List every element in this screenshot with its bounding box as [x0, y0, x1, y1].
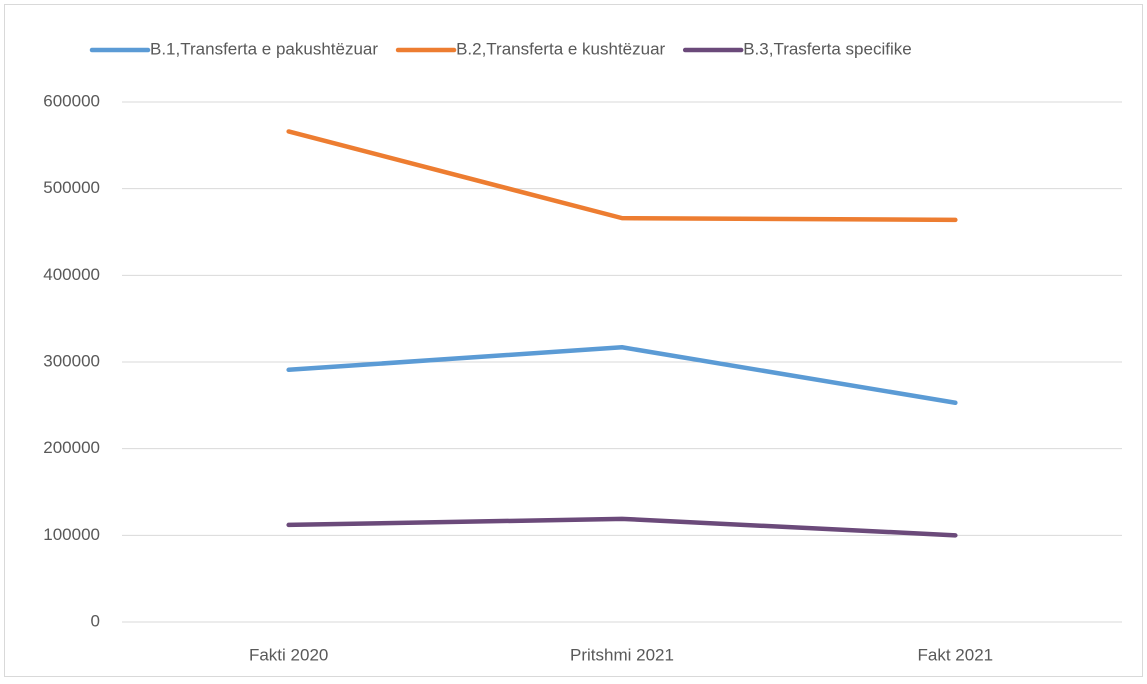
series-line [286, 345, 958, 405]
chart-border [4, 4, 1143, 677]
y-tick-label: 300000 [43, 351, 100, 370]
x-tick-label: Pritshmi 2021 [570, 645, 674, 664]
x-tick-label: Fakt 2021 [918, 645, 994, 664]
series-line [286, 129, 958, 223]
y-tick-label: 200000 [43, 438, 100, 457]
legend-label: B.3,Trasferta specifike [743, 39, 912, 58]
y-tick-label: 400000 [43, 265, 100, 284]
y-tick-label: 0 [91, 611, 100, 630]
y-tick-label: 500000 [43, 178, 100, 197]
legend-label: B.1,Transferta e pakushtëzuar [150, 39, 378, 58]
y-tick-label: 100000 [43, 525, 100, 544]
y-tick-label: 600000 [43, 91, 100, 110]
x-tick-label: Fakti 2020 [249, 645, 328, 664]
legend-label: B.2,Transferta e kushtëzuar [456, 39, 665, 58]
series-line [286, 516, 958, 538]
